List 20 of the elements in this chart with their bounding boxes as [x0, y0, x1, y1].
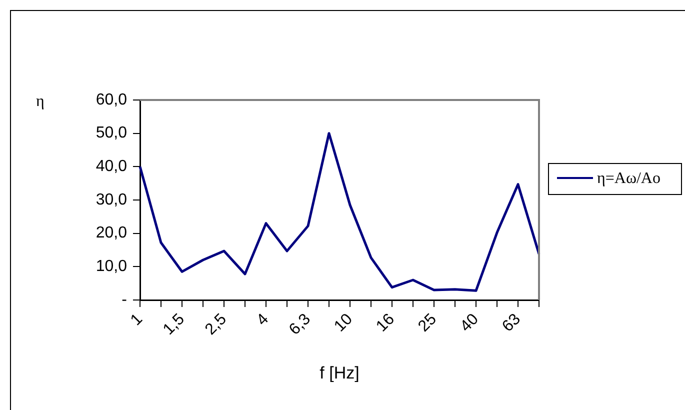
x-tick-label: 63	[499, 310, 524, 336]
x-tick-label: 1	[128, 310, 146, 330]
x-tick-label: 6,3	[286, 310, 314, 338]
x-tick-label: 16	[373, 310, 398, 336]
x-tick-label: 2,5	[202, 310, 230, 338]
legend-label: η=Aω/Ao	[597, 169, 662, 189]
y-tick-label: 50,0	[96, 124, 128, 142]
x-tick-label: 4	[254, 310, 272, 330]
y-tick-label: 20,0	[96, 224, 128, 242]
y-tick-label: 40,0	[96, 158, 128, 176]
y-tick-label: -	[122, 291, 127, 308]
y-tick-label: 10,0	[96, 258, 128, 276]
x-tick-label: 10	[331, 310, 356, 336]
x-axis-title: f [Hz]	[320, 363, 360, 382]
y-axis-title: η	[36, 93, 44, 110]
x-tick-label: 40	[457, 310, 482, 336]
y-tick-label: 60,0	[96, 91, 128, 108]
x-tick-label: 1,5	[160, 310, 188, 338]
x-tick-label: 25	[415, 310, 440, 336]
y-tick-label: 30,0	[96, 191, 128, 208]
